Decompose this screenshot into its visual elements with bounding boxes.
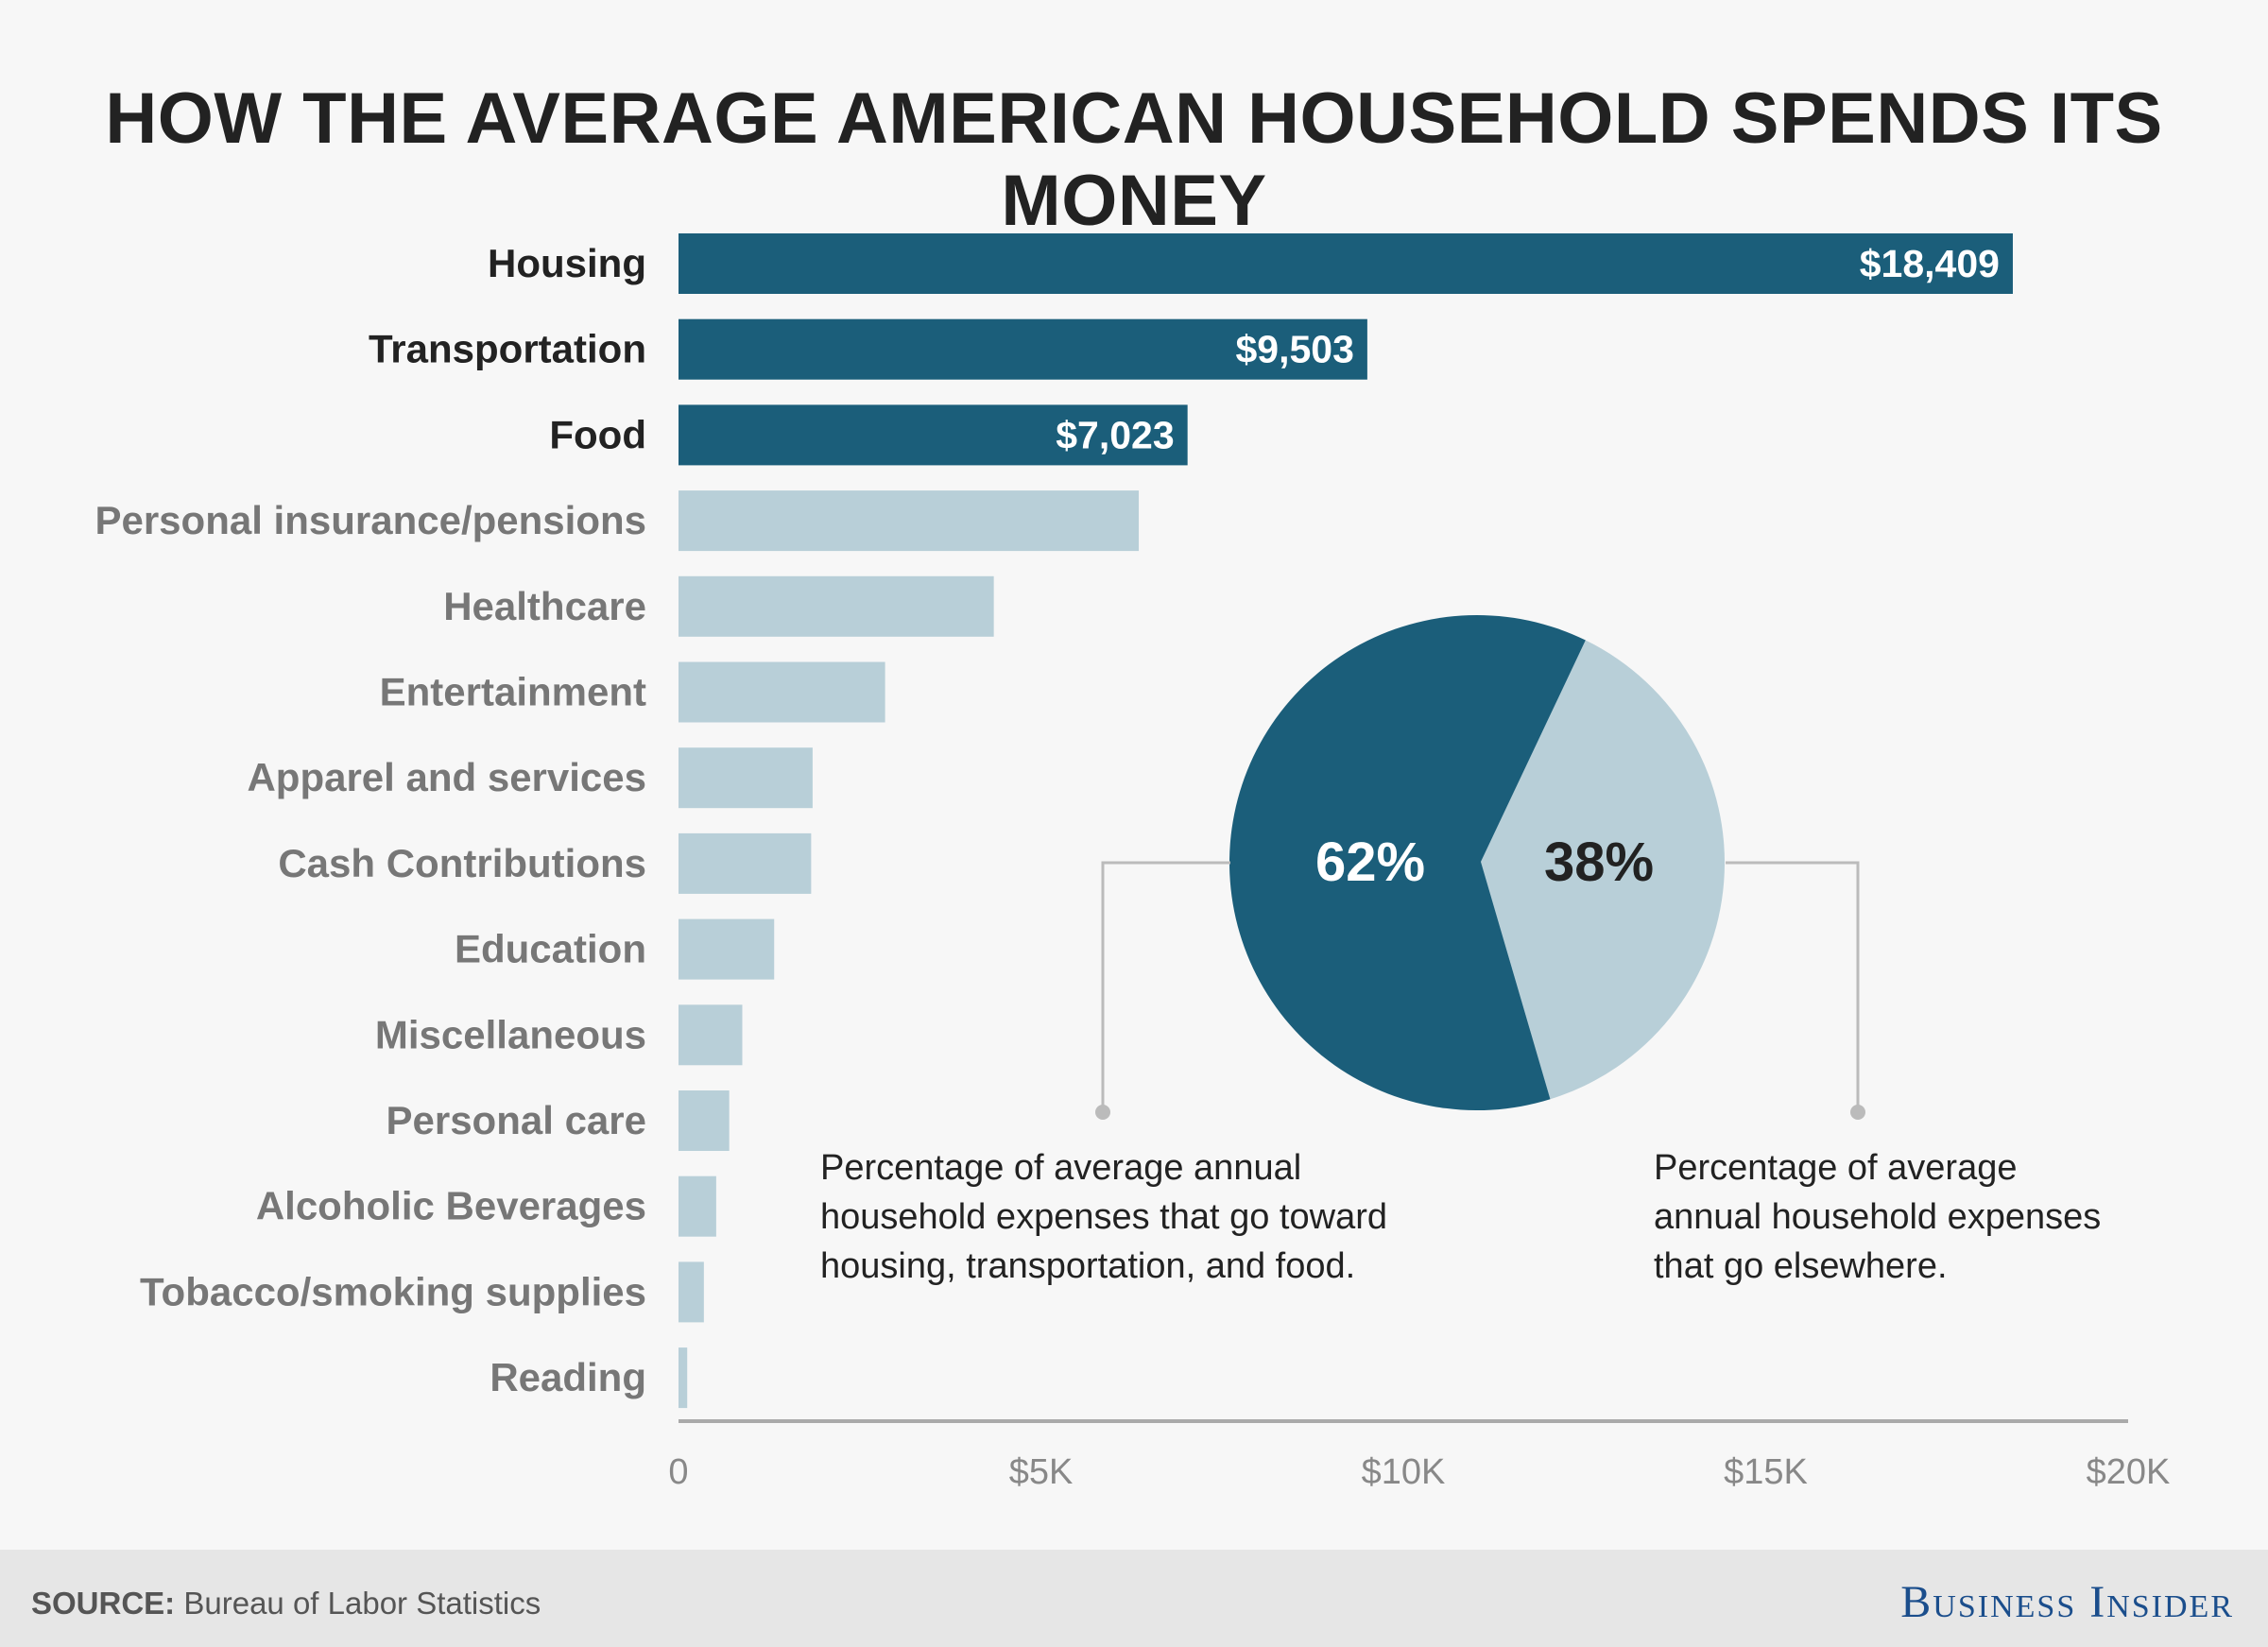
bar-0 <box>679 233 2013 294</box>
pie-slice-essentials <box>1229 614 1586 1110</box>
category-label: Tobacco/smoking supplies <box>140 1269 646 1313</box>
x-tick-label: $10K <box>1362 1452 1446 1492</box>
data-label: $7,023 <box>1056 413 1174 456</box>
category-label: Personal insurance/pensions <box>94 498 646 542</box>
data-label: $18,409 <box>1860 242 2000 285</box>
x-tick-label: $5K <box>1009 1452 1074 1492</box>
category-label: Alcoholic Beverages <box>256 1184 646 1228</box>
bar-5 <box>679 661 885 723</box>
pie-label-essentials: 62% <box>1315 832 1425 893</box>
bar-2 <box>679 404 1188 466</box>
category-label: Education <box>455 927 646 971</box>
x-tick-label: $15K <box>1724 1452 1808 1492</box>
leader-line-right <box>1726 861 1860 1111</box>
bar-10 <box>679 1090 730 1151</box>
leader-dot-left <box>1095 1105 1110 1120</box>
pie-label-elsewhere: 38% <box>1544 832 1654 893</box>
category-label: Reading <box>490 1355 646 1399</box>
bar-1 <box>679 318 1367 380</box>
bar-8 <box>679 918 775 980</box>
pie-annotation-elsewhere: Percentage of average annual household ex… <box>1654 1148 2101 1286</box>
footer: SOURCE: Bureau of Labor Statistics Busin… <box>0 1550 2268 1647</box>
bar-4 <box>679 575 994 637</box>
data-label: $9,503 <box>1235 328 1353 371</box>
leader-line-left <box>1101 861 1230 1111</box>
bar-6 <box>679 747 813 809</box>
category-label: Entertainment <box>380 670 646 714</box>
pie-slice-elsewhere <box>1481 640 1725 1100</box>
category-label: Personal care <box>386 1098 646 1142</box>
pie-chart: 62% 38% Percentage of average annual househ… <box>820 614 2101 1286</box>
category-label: Miscellaneous <box>375 1012 646 1056</box>
chart-area: Housing $18,409 Transportation $9,503 Food $7… <box>94 233 2170 1492</box>
source-text: Bureau of Labor Statistics <box>183 1586 541 1621</box>
bar-13 <box>679 1347 688 1409</box>
category-label: Housing <box>488 241 646 285</box>
chart-title: HOW THE AVERAGE AMERICAN HOUSEHOLD SPEND… <box>105 78 2163 241</box>
x-tick-label: 0 <box>668 1452 688 1492</box>
bar-3 <box>679 490 1140 552</box>
category-label: Healthcare <box>443 584 646 628</box>
category-label: Apparel and services <box>247 755 646 799</box>
x-tick-label: $20K <box>2087 1452 2171 1492</box>
category-label: Cash Contributions <box>278 841 646 885</box>
bar-9 <box>679 1004 743 1066</box>
bar-chart: Housing $18,409 Transportation $9,503 Food $7… <box>94 233 2170 1492</box>
category-label: Food <box>549 412 646 456</box>
category-label: Transportation <box>369 327 646 371</box>
source-note: SOURCE: Bureau of Labor Statistics <box>31 1586 541 1621</box>
bar-12 <box>679 1261 704 1323</box>
pie-annotation-essentials: Percentage of average annual household ex… <box>820 1148 1387 1286</box>
bar-11 <box>679 1175 716 1237</box>
leader-dot-right <box>1850 1105 1865 1120</box>
source-label: SOURCE: <box>31 1586 176 1621</box>
bar-7 <box>679 832 812 894</box>
brand-logo: Business Insider <box>1900 1577 2234 1627</box>
